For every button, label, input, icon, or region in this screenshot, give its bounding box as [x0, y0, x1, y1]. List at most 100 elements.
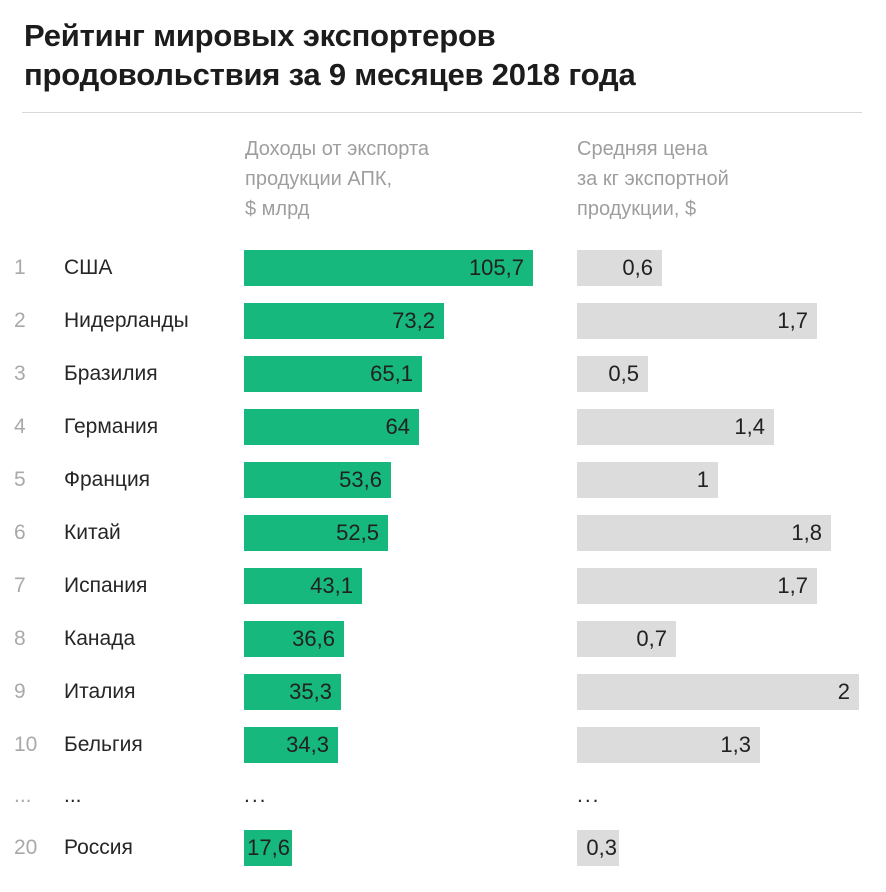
price-bar-zone: 1 — [577, 453, 872, 506]
price-value-label: 0,5 — [608, 360, 639, 386]
revenue-bar-zone: 35,3 — [244, 665, 544, 718]
revenue-bar-zone: ... — [244, 771, 544, 821]
price-bar-zone: 1,8 — [577, 506, 872, 559]
price-bar-zone: 0,3 — [577, 821, 872, 874]
rank-label: 4 — [14, 414, 26, 438]
country-label: Россия — [64, 835, 133, 859]
revenue-bar: 17,6 — [244, 829, 292, 866]
table-row: 9 Италия 35,3 2 — [0, 665, 886, 718]
price-value-label: 1,3 — [720, 731, 751, 757]
table-row: ... ... ... ... — [0, 771, 886, 821]
revenue-value-label: 65,1 — [370, 360, 413, 386]
price-bar-zone: ... — [577, 771, 872, 821]
price-value-label: 0,7 — [636, 625, 667, 651]
price-bar-zone: 0,7 — [577, 612, 872, 665]
revenue-value-label: 35,3 — [289, 678, 332, 704]
price-bar: 1,3 — [577, 726, 760, 763]
table-row: 3 Бразилия 65,1 0,5 — [0, 347, 886, 400]
chart-rows: 1 США 105,7 0,6 2 Нидерланды 73,2 1,7 3 … — [0, 241, 886, 874]
revenue-bar: 43,1 — [244, 567, 362, 604]
table-row: 4 Германия 64 1,4 — [0, 400, 886, 453]
revenue-bar: 36,6 — [244, 620, 344, 657]
price-bar: 0,7 — [577, 620, 676, 657]
price-value-label: 1,4 — [734, 413, 765, 439]
table-row: 2 Нидерланды 73,2 1,7 — [0, 294, 886, 347]
revenue-value-label: 73,2 — [392, 307, 435, 333]
revenue-bar-zone: 64 — [244, 400, 544, 453]
revenue-value-label: 52,5 — [336, 519, 379, 545]
price-bar: 2 — [577, 673, 859, 710]
rank-label: 8 — [14, 626, 26, 650]
rank-label: 2 — [14, 308, 26, 332]
table-row: 7 Испания 43,1 1,7 — [0, 559, 886, 612]
rank-label: 5 — [14, 467, 26, 491]
revenue-bar: 53,6 — [244, 461, 391, 498]
table-row: 6 Китай 52,5 1,8 — [0, 506, 886, 559]
price-bar-zone: 1,3 — [577, 718, 872, 771]
revenue-column-header: Доходы от экспорта продукции АПК, $ млрд — [245, 138, 430, 220]
revenue-bar-zone: 43,1 — [244, 559, 544, 612]
price-bar-zone: 1,7 — [577, 294, 872, 347]
price-column-header: Средняя цена за кг экспортной продукции,… — [577, 138, 729, 220]
price-bar-zone: 1,4 — [577, 400, 872, 453]
country-label: ... — [64, 784, 82, 807]
table-row: 20 Россия 17,6 0,3 — [0, 821, 886, 874]
rank-label: 1 — [14, 255, 26, 279]
price-bar: 1,8 — [577, 514, 831, 551]
price-value-label: 2 — [837, 678, 850, 704]
revenue-bar: 105,7 — [244, 249, 533, 286]
country-label: Бразилия — [64, 361, 158, 385]
country-label: Бельгия — [64, 732, 143, 756]
price-bar: 0,3 — [577, 829, 619, 866]
country-label: США — [64, 255, 113, 279]
country-label: Германия — [64, 414, 159, 438]
revenue-value-label: 17,6 — [247, 834, 290, 860]
revenue-bar: 73,2 — [244, 302, 444, 339]
price-value-label: 0,3 — [586, 834, 617, 860]
country-label: Китай — [64, 520, 121, 544]
revenue-value-label: 53,6 — [339, 466, 382, 492]
revenue-bar-zone: 34,3 — [244, 718, 544, 771]
revenue-bar: 52,5 — [244, 514, 388, 551]
price-bar: 0,5 — [577, 355, 648, 392]
revenue-bar-zone: 65,1 — [244, 347, 544, 400]
price-bar-zone: 0,6 — [577, 241, 872, 294]
revenue-bar: 35,3 — [244, 673, 341, 710]
price-bar-zone: 1,7 — [577, 559, 872, 612]
table-row: 5 Франция 53,6 1 — [0, 453, 886, 506]
revenue-bar-zone: 17,6 — [244, 821, 544, 874]
revenue-value-label-ellipsis: ... — [244, 784, 268, 807]
price-value-label: 1,7 — [777, 572, 808, 598]
table-row: 10 Бельгия 34,3 1,3 — [0, 718, 886, 771]
price-bar-zone: 0,5 — [577, 347, 872, 400]
price-bar: 1,7 — [577, 302, 817, 339]
price-bar: 1,7 — [577, 567, 817, 604]
chart-title-line1: Рейтинг мировых экспортеров — [24, 18, 496, 53]
revenue-bar: 65,1 — [244, 355, 422, 392]
revenue-bar-zone: 53,6 — [244, 453, 544, 506]
price-value-label: 0,6 — [622, 254, 653, 280]
rank-label: 10 — [14, 732, 38, 756]
revenue-value-label: 34,3 — [286, 731, 329, 757]
price-value-label-ellipsis: ... — [577, 784, 601, 807]
rank-label: 20 — [14, 835, 38, 859]
country-label: Нидерланды — [64, 308, 189, 332]
chart-title: Рейтинг мировых экспортеров продовольств… — [24, 16, 824, 94]
price-bar-zone: 2 — [577, 665, 872, 718]
rank-label: ... — [14, 784, 32, 807]
revenue-value-label: 36,6 — [292, 625, 335, 651]
price-bar: 0,6 — [577, 249, 662, 286]
revenue-bar-zone: 105,7 — [244, 241, 544, 294]
title-divider — [22, 112, 862, 113]
revenue-bar-zone: 52,5 — [244, 506, 544, 559]
chart-title-line2: продовольствия за 9 месяцев 2018 года — [24, 57, 636, 92]
price-value-label: 1 — [696, 466, 709, 492]
country-label: Италия — [64, 679, 136, 703]
revenue-bar: 64 — [244, 408, 419, 445]
rank-label: 6 — [14, 520, 26, 544]
price-bar: 1,4 — [577, 408, 774, 445]
rank-label: 9 — [14, 679, 26, 703]
rank-label: 3 — [14, 361, 26, 385]
country-label: Испания — [64, 573, 148, 597]
